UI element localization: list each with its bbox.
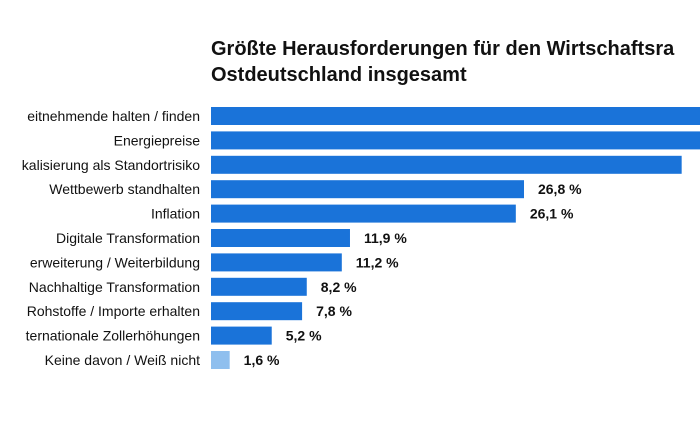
bar bbox=[211, 253, 342, 272]
bar bbox=[211, 155, 682, 174]
category-label: Energiepreise bbox=[114, 132, 201, 148]
category-label: Keine davon / Weiß nicht bbox=[45, 352, 200, 368]
chart-title-line-1: Größte Herausforderungen für den Wirtsch… bbox=[211, 38, 675, 60]
bar bbox=[211, 277, 307, 296]
category-label: Inflation bbox=[151, 206, 200, 222]
category-label: ternationale Zollerhöhungen bbox=[26, 328, 200, 344]
value-label: 1,6 % bbox=[244, 352, 280, 368]
bar bbox=[211, 229, 350, 247]
value-label: 7,8 % bbox=[316, 303, 352, 319]
bar bbox=[211, 326, 272, 345]
category-label: kalisierung als Standortrisiko bbox=[22, 157, 200, 173]
value-label: 11,9 % bbox=[364, 230, 407, 246]
category-label: erweiterung / Weiterbildung bbox=[30, 254, 200, 270]
bar bbox=[211, 302, 303, 321]
category-label: Rohstoffe / Importe erhalten bbox=[27, 303, 200, 319]
value-label: 11,2 % bbox=[356, 254, 399, 270]
bar bbox=[211, 204, 516, 223]
value-label: 8,2 % bbox=[321, 279, 357, 295]
chart-title-line-2: Ostdeutschland insgesamt bbox=[211, 64, 467, 86]
bar bbox=[211, 351, 230, 369]
category-label: Digitale Transformation bbox=[56, 230, 200, 246]
value-label: 5,2 % bbox=[286, 328, 322, 344]
category-label: eitnehmende halten / finden bbox=[27, 108, 200, 124]
chart-title: Größte Herausforderungen für den Wirtsch… bbox=[211, 36, 700, 88]
bar bbox=[211, 131, 700, 150]
category-label: Wettbewerb standhalten bbox=[49, 181, 200, 197]
bar bbox=[211, 180, 524, 199]
category-label: Nachhaltige Transformation bbox=[29, 279, 200, 295]
value-label: 26,1 % bbox=[530, 206, 574, 222]
bar bbox=[211, 107, 700, 125]
value-label: 26,8 % bbox=[538, 181, 582, 197]
